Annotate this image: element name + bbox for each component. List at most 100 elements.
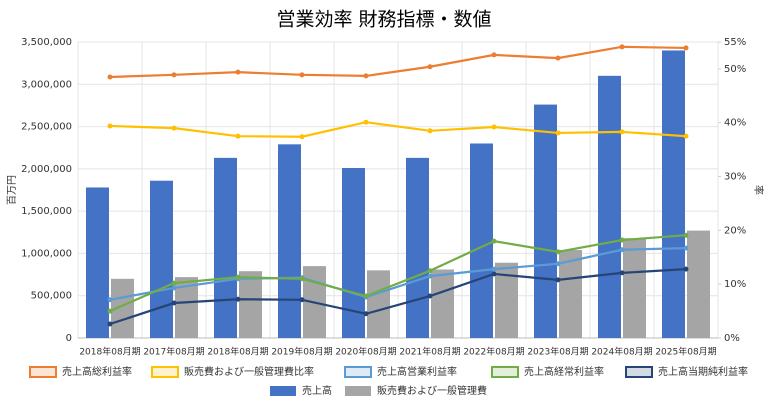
y-tick-label: 2,500,000 bbox=[21, 122, 72, 133]
x-tick-label: 2023年08月期 bbox=[527, 346, 588, 358]
line bbox=[109, 121, 687, 138]
line-point bbox=[299, 134, 305, 140]
bar bbox=[431, 269, 454, 338]
line-point bbox=[171, 300, 177, 306]
line-point bbox=[427, 64, 433, 70]
line-point bbox=[235, 69, 241, 75]
bar bbox=[534, 104, 557, 338]
legend-label: 販売費および一般管理費比率 bbox=[184, 365, 314, 378]
line-point bbox=[555, 261, 561, 267]
legend-label: 売上高総利益率 bbox=[62, 365, 132, 378]
line-point bbox=[491, 238, 497, 244]
line-point bbox=[491, 271, 497, 277]
line bbox=[109, 268, 687, 326]
line-point bbox=[683, 266, 689, 272]
line-point bbox=[107, 321, 113, 327]
x-tick-label: 2024年08月期 bbox=[591, 346, 652, 358]
bar bbox=[662, 50, 685, 338]
x-tick-label: 2025年08月期 bbox=[655, 346, 716, 358]
line-point bbox=[235, 296, 241, 302]
line-point bbox=[427, 128, 433, 134]
legend-swatch bbox=[29, 366, 57, 378]
y2-tick-label: 0% bbox=[724, 333, 740, 344]
line-point bbox=[107, 123, 113, 129]
line-point bbox=[619, 237, 625, 243]
y2-tick-label: 30% bbox=[724, 172, 746, 183]
line-point bbox=[235, 274, 241, 280]
legend-swatch bbox=[270, 386, 296, 396]
line-point bbox=[683, 232, 689, 238]
y-tick-label: 2,000,000 bbox=[21, 164, 72, 175]
legend-swatch bbox=[625, 366, 653, 378]
line-point bbox=[235, 133, 241, 139]
bar bbox=[111, 278, 134, 338]
y-tick-label: 3,000,000 bbox=[21, 79, 72, 90]
bar bbox=[214, 157, 237, 338]
line-point bbox=[363, 293, 369, 299]
line-point bbox=[171, 72, 177, 78]
bar bbox=[470, 143, 493, 338]
bar bbox=[623, 238, 646, 338]
y2-tick-label: 55% bbox=[724, 37, 746, 48]
line-point bbox=[171, 285, 177, 291]
bar bbox=[559, 250, 582, 338]
line-point bbox=[683, 245, 689, 251]
legend-label: 売上高経常利益率 bbox=[524, 365, 604, 378]
legend-label: 売上高 bbox=[302, 384, 332, 397]
bar bbox=[687, 230, 710, 338]
line-point bbox=[555, 249, 561, 255]
legend-swatch bbox=[344, 366, 372, 378]
line-point bbox=[555, 277, 561, 283]
line-point bbox=[491, 266, 497, 272]
line-point bbox=[107, 308, 113, 314]
bar bbox=[406, 157, 429, 338]
chart-title: 営業効率 財務指標・数値 bbox=[276, 9, 491, 31]
y2-tick-label: 10% bbox=[724, 279, 746, 290]
line-point bbox=[171, 125, 177, 131]
x-tick-label: 2018年08月期 bbox=[79, 346, 140, 358]
line-point bbox=[683, 133, 689, 139]
y-tick-label: 500,000 bbox=[31, 291, 72, 302]
y-tick-label: 1,000,000 bbox=[21, 248, 72, 259]
line-point bbox=[555, 55, 561, 61]
legend-label: 売上高当期純利益率 bbox=[658, 365, 748, 378]
line bbox=[109, 247, 687, 301]
line-point bbox=[619, 44, 625, 50]
line bbox=[109, 45, 687, 79]
y-tick-label: 1,500,000 bbox=[21, 206, 72, 217]
line-point bbox=[427, 293, 433, 299]
line-point bbox=[363, 119, 369, 125]
x-tick-label: 2020年08月期 bbox=[335, 346, 396, 358]
bar bbox=[175, 277, 198, 338]
line-point bbox=[299, 72, 305, 78]
x-tick-label: 2019年08月期 bbox=[271, 346, 332, 358]
line-point bbox=[363, 73, 369, 79]
line-point bbox=[491, 124, 497, 130]
bar bbox=[598, 75, 621, 338]
legend-swatch bbox=[491, 366, 519, 378]
bar bbox=[367, 270, 390, 338]
line-point bbox=[427, 273, 433, 279]
bar bbox=[150, 180, 173, 338]
line bbox=[109, 234, 687, 313]
bar bbox=[278, 144, 301, 338]
line-point bbox=[619, 247, 625, 253]
line-point bbox=[491, 52, 497, 58]
y2-tick-label: 20% bbox=[724, 225, 746, 236]
x-tick-label: 2022年08月期 bbox=[463, 346, 524, 358]
bar bbox=[495, 262, 518, 338]
line-point bbox=[683, 45, 689, 51]
y2-tick-label: 50% bbox=[724, 64, 746, 75]
legend-label: 販売費および一般管理費 bbox=[377, 384, 487, 397]
x-tick-label: 2018年08月期 bbox=[207, 346, 268, 358]
x-tick-label: 2021年08月期 bbox=[399, 346, 460, 358]
line-point bbox=[427, 268, 433, 274]
y-axis-label: 百万円 bbox=[6, 175, 18, 205]
line-point bbox=[171, 280, 177, 286]
bar bbox=[239, 271, 262, 338]
y-tick-label: 0 bbox=[66, 333, 72, 344]
line-point bbox=[299, 297, 305, 303]
legend-swatch bbox=[151, 366, 179, 378]
line-point bbox=[619, 129, 625, 135]
